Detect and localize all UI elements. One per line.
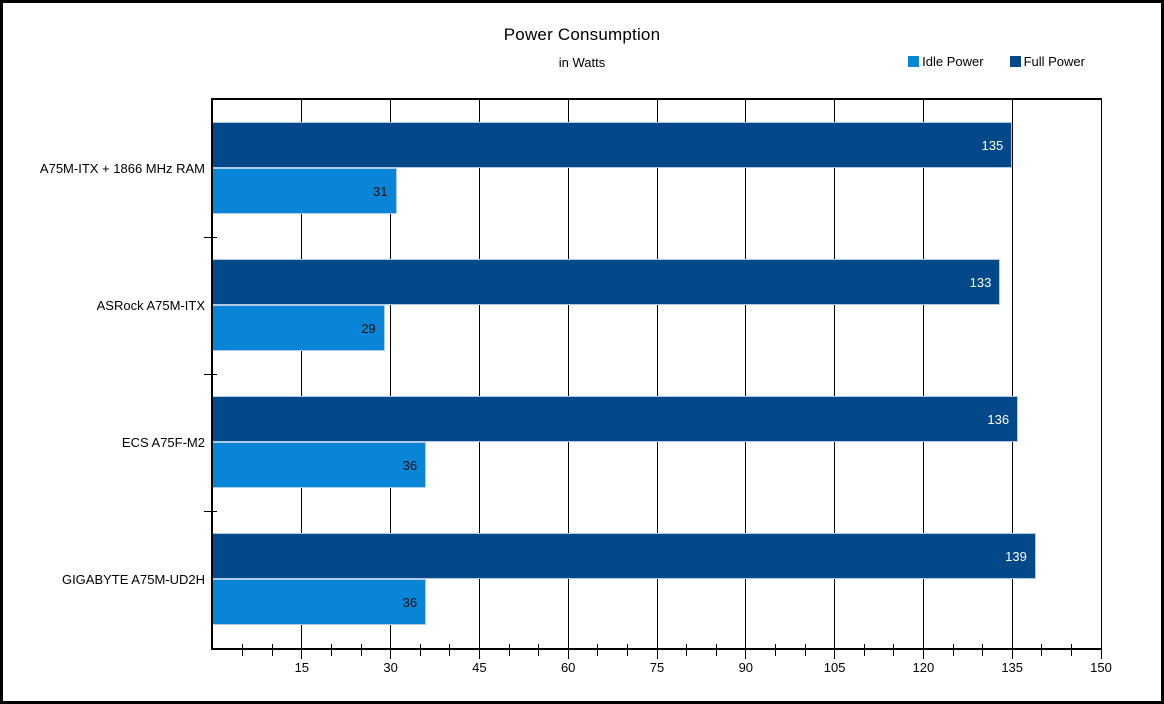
x-tick-label-105: 105: [823, 660, 846, 675]
x-major-tick-150: [1100, 650, 1102, 659]
legend-item-idle-power: Idle Power: [908, 54, 984, 69]
x-minor-tick: [1070, 644, 1072, 656]
x-minor-tick: [774, 644, 776, 656]
legend-swatch-idle-power-icon: [908, 56, 920, 67]
category-boundary-tick: [204, 510, 217, 512]
bar-value-label: 29: [361, 320, 376, 336]
x-major-tick-75: [656, 650, 658, 659]
x-major-tick-15: [301, 650, 303, 659]
chart-subtitle: in Watts: [558, 55, 606, 70]
x-minor-tick: [597, 644, 599, 656]
x-major-tick-30: [390, 650, 392, 659]
x-major-tick-120: [922, 650, 924, 659]
gridline-15: [301, 100, 303, 648]
legend-item-full-power: Full Power: [1009, 54, 1085, 69]
x-minor-tick: [626, 644, 628, 656]
gridline-120: [922, 100, 924, 648]
legend-label-full-power: Full Power: [1023, 54, 1085, 69]
gridline-45: [478, 100, 480, 648]
bar-value-label: 133: [969, 274, 992, 290]
legend-label-idle-power: Idle Power: [922, 54, 984, 69]
x-minor-tick: [508, 644, 510, 656]
category-label-gigabyte-a75m-ud2h: GIGABYTE A75M-UD2H: [61, 572, 205, 587]
x-tick-label-75: 75: [649, 660, 665, 675]
bar-value-label: 31: [373, 183, 388, 199]
x-tick-label-30: 30: [383, 660, 398, 675]
bar-full-power-a75m-itx-1866-mhz-ram: 135: [213, 122, 1013, 168]
x-minor-tick: [715, 644, 717, 656]
x-minor-tick: [686, 644, 688, 656]
x-tick-label-120: 120: [912, 660, 935, 675]
bar-value-label: 136: [987, 411, 1010, 427]
x-tick-label-90: 90: [738, 660, 754, 675]
category-label-asrock-a75m-itx: ASRock A75M-ITX: [96, 298, 205, 313]
x-major-tick-105: [834, 650, 836, 659]
gridline-75: [656, 100, 658, 648]
x-minor-tick: [330, 644, 332, 656]
gridline-30: [390, 100, 392, 648]
x-tick-label-135: 135: [1001, 660, 1024, 675]
gridline-90: [745, 100, 747, 648]
category-label-a75m-itx-1866-mhz-ram: A75M-ITX + 1866 MHz RAM: [39, 161, 205, 176]
gridline-150: [1100, 100, 1102, 648]
category-label-ecs-a75f-m2: ECS A75F-M2: [121, 435, 205, 450]
x-minor-tick: [952, 644, 954, 656]
gridline-135: [1011, 100, 1013, 648]
bar-full-power-gigabyte-a75m-ud2h: 139: [213, 533, 1036, 579]
x-minor-tick: [982, 644, 984, 656]
bar-value-label: 135: [981, 137, 1004, 153]
x-tick-label-150: 150: [1090, 660, 1112, 675]
bar-full-power-asrock-a75m-itx: 133: [213, 259, 1001, 305]
bar-value-label: 36: [402, 594, 418, 610]
x-minor-tick: [360, 644, 362, 656]
x-major-tick-90: [745, 650, 747, 659]
chart-title: Power Consumption: [503, 25, 661, 44]
x-tick-label-60: 60: [560, 660, 576, 675]
x-minor-tick: [419, 644, 421, 656]
x-minor-tick: [1041, 644, 1043, 656]
legend: Idle Power Full Power: [908, 54, 1085, 69]
category-boundary-tick: [204, 373, 217, 375]
category-boundary-tick: [204, 236, 217, 238]
x-minor-tick: [449, 644, 451, 656]
x-minor-tick: [893, 644, 895, 656]
legend-swatch-full-power-icon: [1009, 56, 1021, 67]
bar-full-power-ecs-a75f-m2: 136: [213, 396, 1019, 442]
x-minor-tick: [804, 644, 806, 656]
gridline-60: [567, 100, 569, 648]
x-minor-tick: [538, 644, 540, 656]
x-major-tick-60: [567, 650, 569, 659]
bar-idle-power-a75m-itx-1866-mhz-ram: 31: [213, 168, 397, 214]
bar-idle-power-gigabyte-a75m-ud2h: 36: [213, 579, 427, 625]
x-minor-tick: [271, 644, 273, 656]
bar-idle-power-asrock-a75m-itx: 29: [213, 305, 385, 351]
bar-idle-power-ecs-a75f-m2: 36: [213, 442, 427, 488]
gridline-105: [834, 100, 836, 648]
x-tick-label-45: 45: [472, 660, 487, 675]
x-major-tick-135: [1011, 650, 1013, 659]
x-minor-tick: [863, 644, 865, 656]
x-major-tick-45: [478, 650, 480, 659]
bar-value-label: 36: [402, 457, 418, 473]
plot-area: 135 31 133 29 136 36 139 36: [211, 98, 1102, 650]
x-tick-label-15: 15: [294, 660, 310, 675]
bar-value-label: 139: [1005, 548, 1027, 564]
x-minor-tick: [242, 644, 244, 656]
